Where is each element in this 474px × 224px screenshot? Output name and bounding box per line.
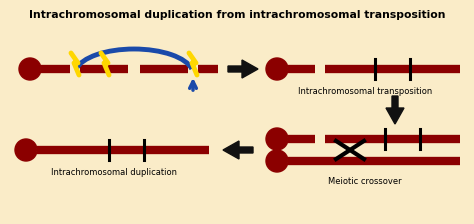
Circle shape	[266, 150, 288, 172]
Text: Intrachromosomal duplication: Intrachromosomal duplication	[51, 168, 177, 177]
Circle shape	[15, 139, 37, 161]
Text: Meiotic crossover: Meiotic crossover	[328, 177, 402, 186]
Circle shape	[19, 58, 41, 80]
Circle shape	[266, 128, 288, 150]
Circle shape	[266, 58, 288, 80]
FancyArrow shape	[223, 141, 253, 159]
FancyArrow shape	[228, 60, 258, 78]
Text: Intrachromosomal transposition: Intrachromosomal transposition	[298, 87, 432, 96]
Text: Intrachromosomal duplication from intrachromosomal transposition: Intrachromosomal duplication from intrac…	[29, 10, 445, 20]
FancyArrow shape	[386, 96, 404, 124]
